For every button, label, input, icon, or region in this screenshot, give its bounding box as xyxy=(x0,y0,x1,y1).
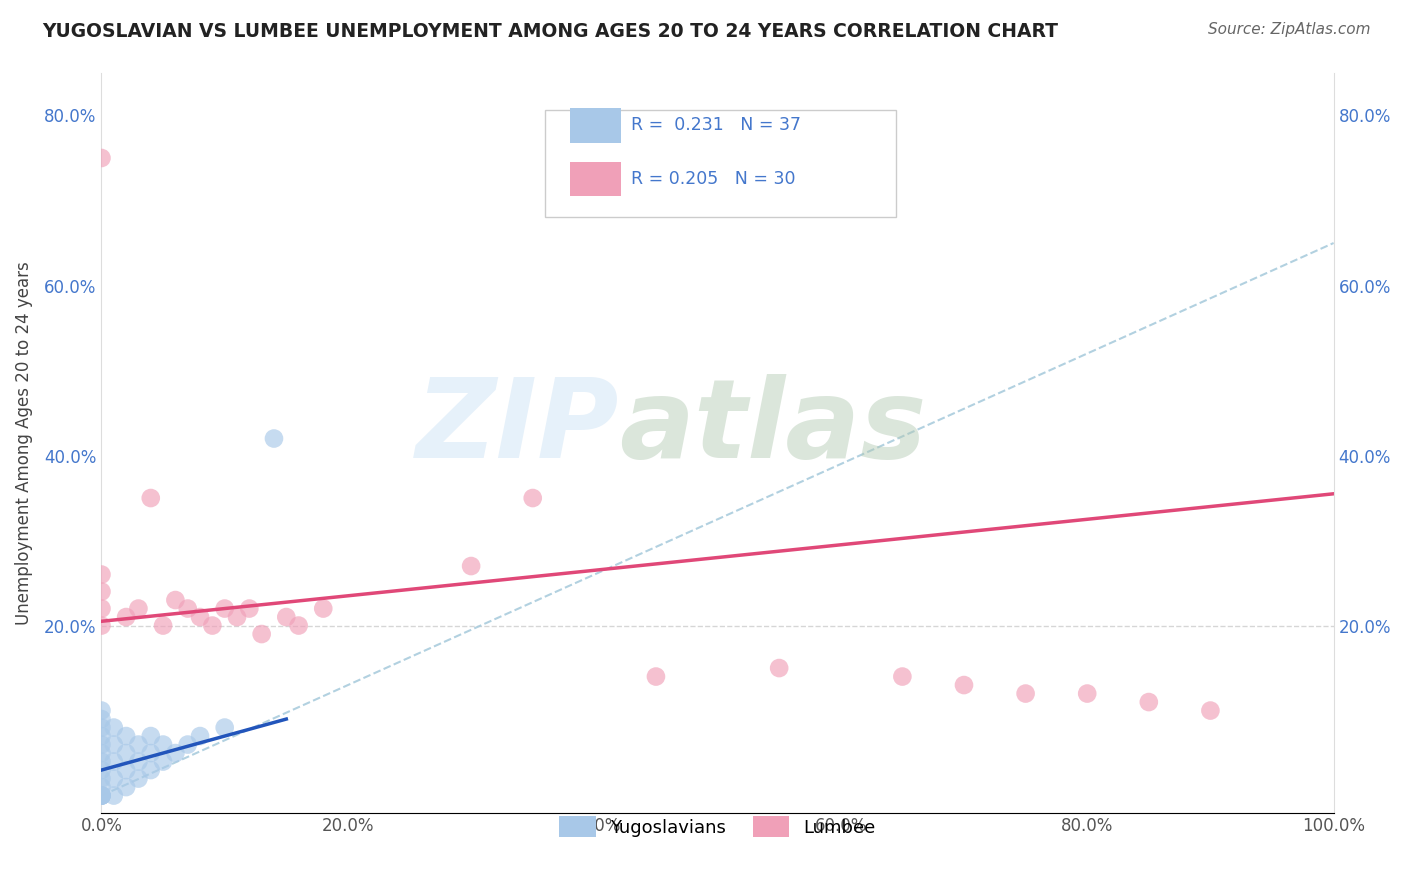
Point xyxy=(90,584,112,599)
Point xyxy=(139,491,162,505)
Point xyxy=(115,610,138,624)
Point xyxy=(201,618,224,632)
Point xyxy=(127,772,149,786)
Point xyxy=(90,780,112,794)
Y-axis label: Unemployment Among Ages 20 to 24 years: Unemployment Among Ages 20 to 24 years xyxy=(15,260,32,624)
Point xyxy=(90,772,112,786)
Text: ZIP: ZIP xyxy=(416,375,619,482)
Point xyxy=(90,618,112,632)
Point xyxy=(152,755,174,769)
Point xyxy=(90,738,112,752)
Point xyxy=(276,610,298,624)
Point xyxy=(139,729,162,743)
Point xyxy=(127,601,149,615)
Point xyxy=(312,601,335,615)
Point xyxy=(103,772,125,786)
Point xyxy=(177,738,200,752)
Point xyxy=(103,721,125,735)
Point xyxy=(460,559,482,574)
Point xyxy=(90,567,112,582)
Point xyxy=(287,618,309,632)
FancyBboxPatch shape xyxy=(546,110,896,217)
FancyBboxPatch shape xyxy=(569,109,621,143)
Point xyxy=(188,610,211,624)
FancyBboxPatch shape xyxy=(569,162,621,196)
Point xyxy=(139,763,162,777)
Legend: Yugoslavians, Lumbee: Yugoslavians, Lumbee xyxy=(553,809,883,844)
Point xyxy=(90,789,112,803)
Point xyxy=(90,755,112,769)
Text: YUGOSLAVIAN VS LUMBEE UNEMPLOYMENT AMONG AGES 20 TO 24 YEARS CORRELATION CHART: YUGOSLAVIAN VS LUMBEE UNEMPLOYMENT AMONG… xyxy=(42,22,1059,41)
Point xyxy=(90,789,112,803)
Text: atlas: atlas xyxy=(619,375,927,482)
Point xyxy=(90,601,112,615)
Point xyxy=(177,601,200,615)
Point xyxy=(127,755,149,769)
Point xyxy=(103,789,125,803)
Point xyxy=(103,738,125,752)
Point xyxy=(127,738,149,752)
Point xyxy=(90,789,112,803)
Point xyxy=(953,678,976,692)
Point xyxy=(214,721,236,735)
Point xyxy=(188,729,211,743)
Point xyxy=(645,669,668,683)
Point xyxy=(115,729,138,743)
Point xyxy=(90,729,112,743)
Text: R =  0.231   N = 37: R = 0.231 N = 37 xyxy=(631,117,801,135)
Point xyxy=(139,746,162,760)
Point xyxy=(226,610,249,624)
Point xyxy=(214,601,236,615)
Point xyxy=(90,789,112,803)
Point xyxy=(768,661,790,675)
Point xyxy=(90,712,112,726)
Point xyxy=(90,151,112,165)
Point xyxy=(90,763,112,777)
Point xyxy=(115,780,138,794)
Point xyxy=(152,738,174,752)
Point xyxy=(263,432,285,446)
Point xyxy=(152,618,174,632)
Text: R = 0.205   N = 30: R = 0.205 N = 30 xyxy=(631,170,796,188)
Point xyxy=(238,601,260,615)
Point xyxy=(891,669,914,683)
Point xyxy=(250,627,273,641)
Point xyxy=(165,746,187,760)
Point xyxy=(90,789,112,803)
Point xyxy=(90,704,112,718)
Point xyxy=(1137,695,1160,709)
Point xyxy=(115,763,138,777)
Text: Source: ZipAtlas.com: Source: ZipAtlas.com xyxy=(1208,22,1371,37)
Point xyxy=(103,755,125,769)
Point xyxy=(115,746,138,760)
Point xyxy=(1199,704,1222,718)
Point xyxy=(90,746,112,760)
Point xyxy=(1076,687,1098,701)
Point xyxy=(90,721,112,735)
Point xyxy=(165,593,187,607)
Point xyxy=(522,491,544,505)
Point xyxy=(1014,687,1036,701)
